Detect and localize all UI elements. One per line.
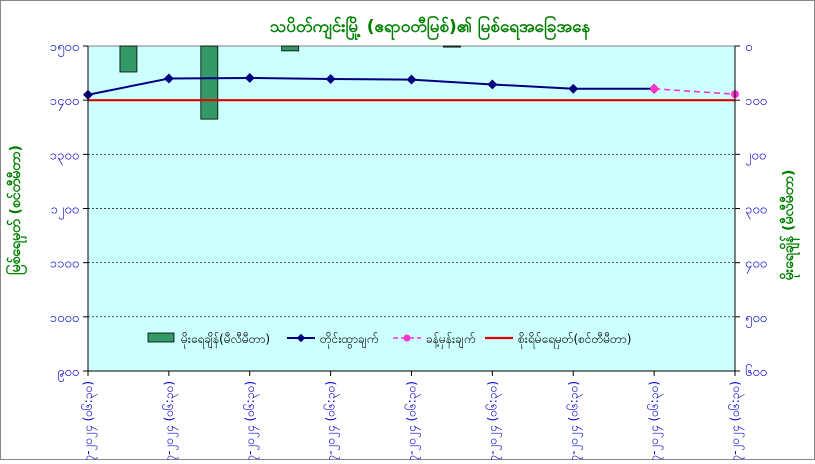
observed-point — [244, 73, 255, 83]
axes: ၉၀၀ ၁၀၀၀ ၁၁၀၀ ၁၂၀၀ ၁၃၀၀ ၁၄၀၀ ၁၅၀၀ ၀၁၀၀၂၀၀၃၀၀၄၀၀… — [50, 40, 767, 464]
forecast-point — [650, 84, 659, 93]
legend-swatch-rainfall — [147, 332, 175, 343]
y-left-tick-label: ၁၂၀၀ — [51, 203, 79, 220]
y-right-tick-label: ၄၀၀ — [745, 257, 767, 274]
x-tick-label: ၅-၇-၂၀၂၄ (၀၆:၃၀) — [161, 381, 179, 460]
x-tick-label: ၄-၇-၂၀၂၄ (၀၆:၃၀) — [80, 381, 98, 460]
x-tick-label: ၁၀-၇-၂၀၂၄ (၀၆:၃၀) — [565, 381, 583, 460]
y-left-tick-label: ၉၀၀ — [57, 365, 79, 382]
y-axis-label-left: မြစ်ရေမှတ် (စင်တီမီတာ) — [6, 145, 27, 275]
observed-line — [87, 76, 655, 96]
x-tick-label: ၆-၇-၂၀၂၄ (၀၆:၃၀) — [242, 381, 260, 460]
legend-label: မိုးရေချိန်(မီလီမီတာ) — [181, 331, 270, 349]
rainfall-bar — [119, 45, 138, 73]
y-left-tick-label: ၁၁၀၀ — [50, 257, 79, 272]
y-left-tick-label: ၁၄၀၀ — [50, 94, 79, 111]
y-right-tick-label: ၃၀၀ — [745, 203, 767, 220]
x-tick-label: ၈-၇-၂၀၂၄ (၀၆:၃၀) — [404, 381, 422, 460]
chart-title: သပိတ်ကျင်းမြို့ (ဧရာဝတီမြစ်)၏ မြစ်ရေအခြေ… — [269, 14, 591, 41]
x-tick-label: ၉-၇-၂၀၂၄ (၀၆:၃၀) — [484, 381, 502, 460]
y-right-tick-label: ၅၀၀ — [745, 311, 767, 328]
y-right-tick-label: ၁၀၀ — [745, 94, 767, 109]
rainfall-bar — [443, 45, 461, 48]
legend-label: တိုင်းထွာချက် — [320, 331, 378, 349]
y-right-tick-label: ၂၀၀ — [745, 148, 766, 165]
legend-label: စိုးရိမ်ရေမှတ်(စင်တီမီတာ) — [518, 331, 631, 349]
y-left-tick-label: ၁၅၀၀ — [50, 40, 79, 57]
legend-label: ခန့်မှန်းချက် — [426, 331, 475, 349]
observed-point — [163, 73, 174, 84]
forecast-line — [654, 87, 736, 96]
rainfall-bar — [281, 45, 300, 52]
y-right-tick-label: ၆၀၀ — [745, 364, 767, 380]
y-left-tick-label: ၁၃၀၀ — [50, 148, 79, 165]
series-lines — [83, 73, 739, 102]
x-tick-label: ၁၁-၇-၂၀၂၄ (၀၆:၃၀) — [646, 381, 664, 460]
x-tick-label: ၁၂-၇-၂၀၂၄ (၀၆:၃၀) — [727, 381, 745, 460]
rainfall-bar — [200, 45, 219, 120]
x-tick-label: ၇-၇-၂၀၂၄ (၀၆:၃၀) — [323, 381, 341, 460]
legend-marker-forecast — [403, 334, 411, 342]
y-right-tick-label: ၀ — [745, 40, 752, 55]
y-axis-label-right: မိုးရေချိန် (မီလီမီတာ) — [780, 170, 800, 281]
legend-marker-observed — [296, 333, 306, 343]
legend: မိုးရေချိန်(မီလီမီတာ) တိုင်းထွာချက် ခန့်မှ… — [147, 331, 631, 349]
observed-point — [568, 83, 579, 94]
y-left-tick-label: ၁၀၀၀ — [50, 311, 79, 326]
